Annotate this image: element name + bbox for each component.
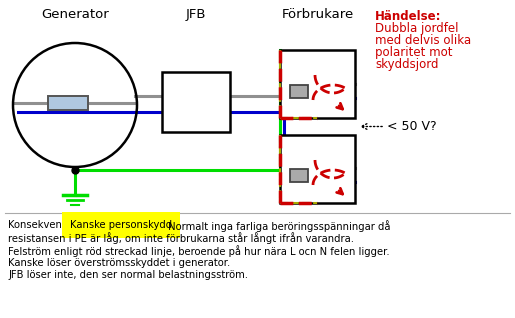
Bar: [290, 169, 308, 182]
Text: med delvis olika: med delvis olika: [375, 34, 471, 47]
Text: JFB löser inte, den ser normal belastningsström.: JFB löser inte, den ser normal belastnin…: [8, 270, 248, 280]
Text: Förbrukare: Förbrukare: [281, 8, 354, 21]
Text: Kanske löser överströmsskyddet i generator.: Kanske löser överströmsskyddet i generat…: [8, 258, 230, 267]
Text: Konsekvens:: Konsekvens:: [8, 220, 74, 230]
Text: Normalt inga farliga beröringsspänningar då: Normalt inga farliga beröringsspänningar…: [165, 220, 390, 232]
Bar: [48, 96, 88, 110]
Text: Kanske personskydd: Kanske personskydd: [70, 220, 172, 230]
Text: Händelse:: Händelse:: [375, 10, 441, 23]
Text: Felström enligt röd streckad linje, beroende på hur nära L ocn N felen ligger.: Felström enligt röd streckad linje, bero…: [8, 245, 390, 257]
Bar: [280, 135, 355, 203]
Text: Dubbla jordfel: Dubbla jordfel: [375, 22, 458, 35]
Text: JFB: JFB: [186, 8, 206, 21]
Text: resistansen i PE är låg, om inte förbrukarna står långt ifrån varandra.: resistansen i PE är låg, om inte förbruk…: [8, 232, 354, 245]
Text: polaritet mot: polaritet mot: [375, 46, 453, 59]
Bar: [290, 85, 308, 98]
Bar: [280, 50, 355, 118]
Bar: [162, 72, 230, 132]
Text: skyddsjord: skyddsjord: [375, 58, 438, 71]
Text: < 50 V?: < 50 V?: [387, 120, 437, 133]
Text: Generator: Generator: [41, 8, 109, 21]
